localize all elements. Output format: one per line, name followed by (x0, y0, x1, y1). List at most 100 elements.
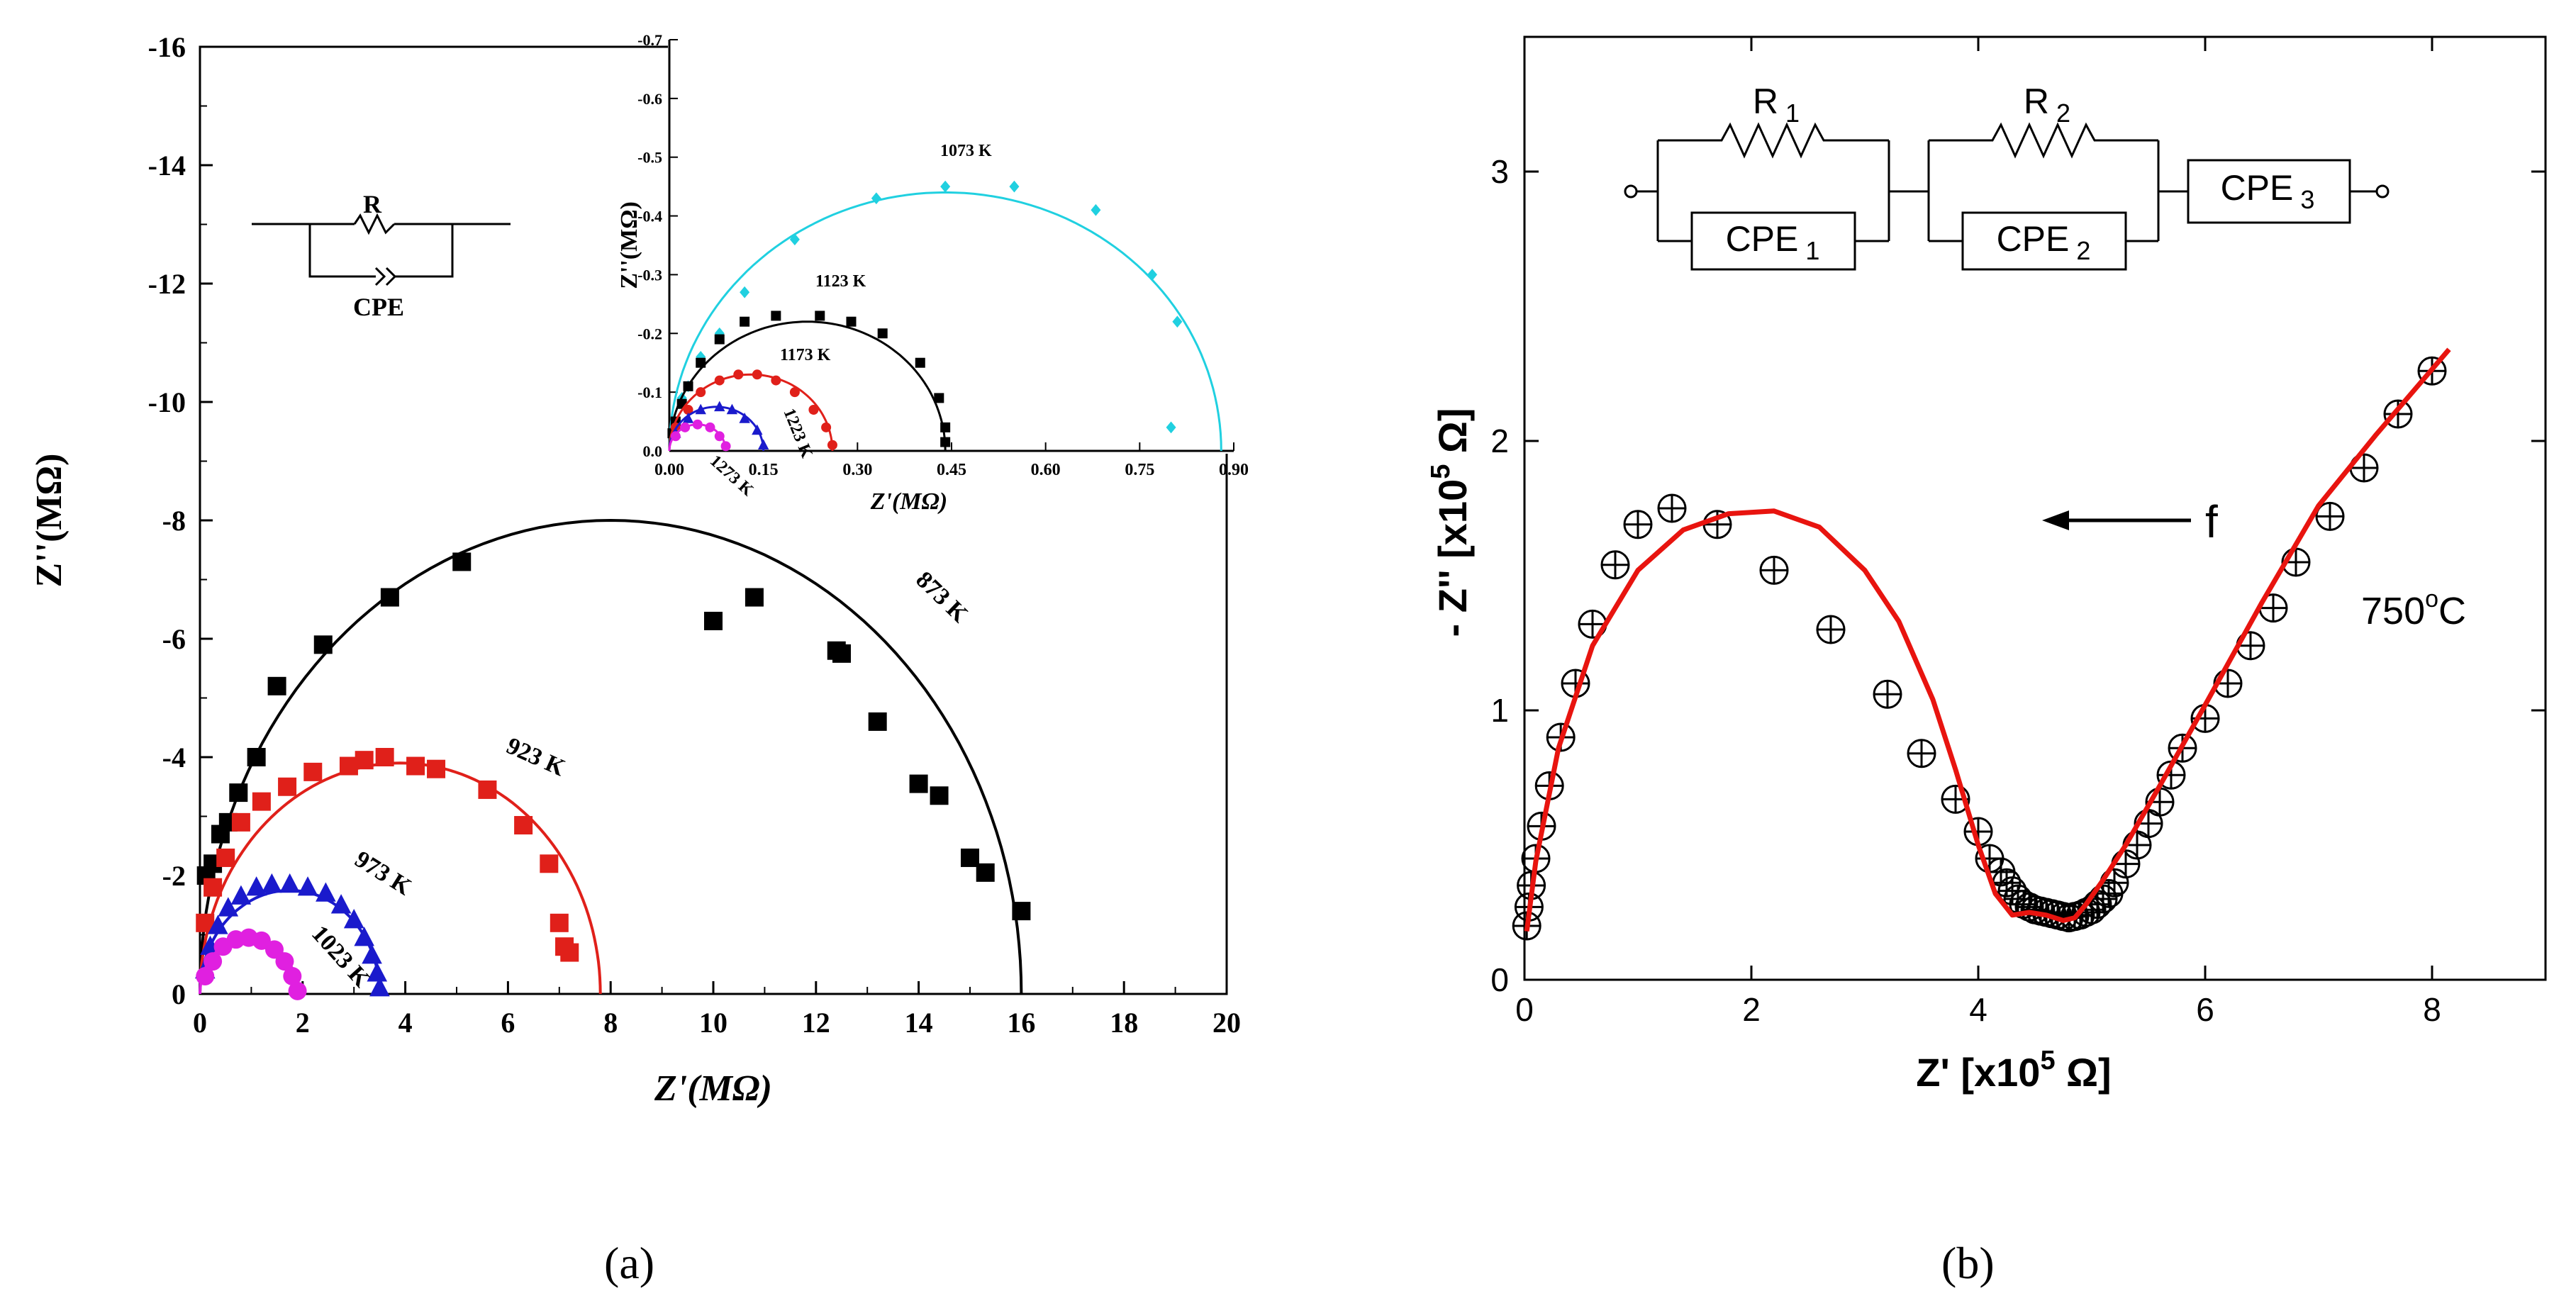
data-point (252, 792, 271, 811)
data-point (375, 748, 394, 766)
data-point (247, 748, 266, 766)
data-point (246, 876, 267, 896)
inset-fit-curve (668, 373, 834, 452)
data-point (267, 676, 286, 695)
inset-data-point (940, 180, 951, 193)
inset-data-point (771, 375, 781, 386)
inset-data-point (815, 311, 825, 321)
inset-data-point (771, 311, 781, 321)
cpe1-label: CPE 1 (1726, 219, 1820, 265)
inset-data-point (821, 422, 832, 432)
data-point (745, 588, 764, 607)
x-axis-label: Z'(MΩ) (654, 1068, 772, 1109)
data-point (1657, 493, 1687, 523)
data-point (909, 774, 928, 793)
inset-data-point (877, 328, 888, 339)
data-point (252, 931, 271, 950)
data-point (278, 777, 297, 796)
data-point (868, 712, 887, 731)
inset-y-tick-label: -0.1 (637, 384, 662, 401)
data-point (362, 944, 382, 964)
caption-b: (b) (1941, 1238, 1995, 1288)
inset-data-point (695, 403, 706, 415)
series-923-k (196, 748, 602, 995)
y-tick-label: -16 (148, 31, 186, 63)
data-point (406, 756, 425, 776)
data-point (1600, 550, 1630, 580)
inset-data-point (714, 431, 725, 442)
x-axis-label: Z' [x105 Ω] (1916, 1046, 2111, 1095)
data-point (1012, 902, 1031, 921)
y-tick-label: -8 (162, 505, 186, 537)
series-label: 873 K (910, 566, 973, 628)
data-point (1759, 555, 1789, 585)
data-point (288, 981, 307, 1000)
y-tick-label: -12 (148, 268, 186, 300)
inset-y-tick-label: -0.7 (637, 31, 662, 49)
inset-y-tick-label: -0.4 (637, 208, 662, 225)
inset-data-point (1147, 269, 1158, 281)
data-point (1623, 510, 1653, 540)
inset-x-tick-label: 0.00 (654, 461, 684, 479)
data-point (262, 873, 282, 893)
inset-data-point (733, 369, 744, 380)
x-tick-label: 18 (1110, 1007, 1138, 1039)
data-point (452, 552, 472, 571)
data-point (216, 848, 235, 867)
y-tick-label: 3 (1490, 153, 1509, 190)
data-point (231, 812, 250, 832)
inset-data-point (692, 419, 703, 430)
cpe3-label: CPE 3 (2221, 168, 2315, 214)
inset-y-tick-label: -0.3 (637, 266, 662, 284)
x-tick-label: 12 (802, 1007, 830, 1039)
inset-data-point (705, 422, 715, 432)
cpe-symbol (385, 267, 397, 286)
data-point (478, 780, 497, 799)
data-point (1907, 739, 1936, 768)
inset-data-point (696, 357, 706, 368)
inset-y-tick-label: -0.5 (637, 149, 662, 167)
frequency-label: f (2205, 496, 2218, 547)
data-point (550, 913, 569, 932)
data-point (279, 873, 300, 893)
inset-series-label: 1123 K (815, 272, 866, 291)
inset-data-point (752, 424, 763, 435)
x-tick-label: 6 (2196, 991, 2214, 1028)
inset-series-1223-k (668, 401, 769, 452)
inset-data-point (934, 393, 944, 403)
cpe1-box (1690, 211, 1856, 271)
data-point (230, 885, 252, 905)
inset-background (668, 33, 1238, 454)
inset-x-tick-label: 0.45 (937, 461, 966, 479)
data-point (354, 927, 374, 946)
equivalent-circuit: R 1 R 2 CPE 1 CPE 2 CPE 3 (1624, 82, 2390, 271)
inset-data-point (827, 440, 837, 450)
inset-x-tick-label: 0.75 (1125, 461, 1154, 479)
data-point (832, 644, 851, 663)
inset-data-point (1091, 203, 1101, 216)
inset-series-label: 1073 K (940, 142, 992, 160)
inset-data-point (726, 403, 738, 415)
inset-data-point (714, 375, 725, 386)
data-point (560, 943, 579, 962)
data-point (930, 786, 949, 805)
data-point (283, 966, 302, 985)
data-point (303, 762, 323, 781)
x-tick-label: 0 (193, 1007, 207, 1039)
y-tick-label: -14 (148, 150, 186, 181)
inset-data-point (714, 334, 725, 345)
circuit-wire (395, 224, 454, 278)
data-point (316, 882, 336, 902)
inset-data-point (789, 387, 800, 398)
cpe2-label: CPE 2 (1997, 219, 2091, 265)
data-point (961, 848, 979, 867)
resistor-r2 (1929, 122, 2158, 159)
circuit-cpe-label: CPE (353, 293, 404, 321)
x-tick-label: 10 (699, 1007, 727, 1039)
y-tick-label: -10 (148, 386, 186, 418)
data-point (704, 611, 723, 630)
data-point (343, 909, 364, 929)
series-label: 973 K (350, 846, 416, 900)
y-tick-label: 0 (1490, 961, 1509, 998)
